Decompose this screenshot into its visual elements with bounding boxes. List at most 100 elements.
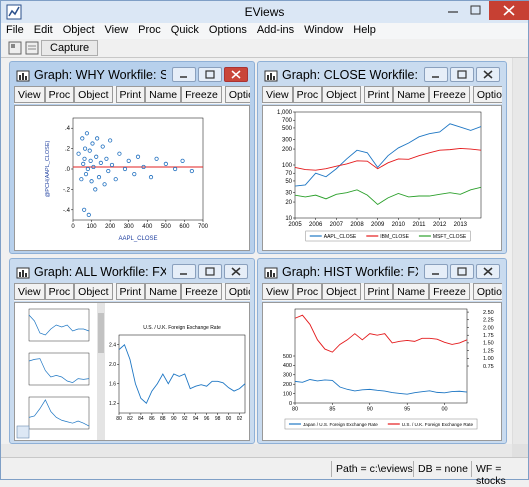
toolbar-button[interactable]: Object <box>322 86 361 103</box>
toolbar-button[interactable]: Object <box>74 86 113 103</box>
status-bar: Path = c:\eviews DB = none WF = stocks <box>1 457 528 487</box>
toolbar-button[interactable]: Proc <box>292 283 323 300</box>
button-glyph <box>483 70 493 79</box>
graph: 0 100 200 300 400 500 600 700 .4 .2 .0 -.2 -.4 AAPL_C… <box>45 117 209 242</box>
toolbar-button[interactable]: Print <box>115 86 146 103</box>
toolbar-button[interactable]: Proc <box>44 283 75 300</box>
graph-window: Graph: WHY Workfile: ST... ViewProcObject… <box>9 61 255 254</box>
toolbar-button[interactable]: Options <box>472 86 502 103</box>
menu-item[interactable]: Quick <box>170 24 199 36</box>
scatter-point <box>93 187 98 192</box>
legend: AAPL_CLOSE IBM_CLOSE MSFT_CLOSE <box>305 230 471 242</box>
scatter-point <box>83 172 89 177</box>
status-field: DB = none <box>413 461 472 477</box>
toolbar-button[interactable]: Freeze <box>429 283 470 300</box>
toolbar-button[interactable]: Name <box>393 283 430 300</box>
window-title: Graph: CLOSE Workfile: S... <box>282 68 418 82</box>
y-tick-label: 200 <box>282 147 293 153</box>
toolbar-button[interactable]: Object <box>322 283 361 300</box>
scatter-point <box>79 177 84 182</box>
close-button[interactable] <box>476 67 500 82</box>
scatter-point <box>109 162 115 168</box>
series-line <box>294 379 468 395</box>
minimize-button[interactable] <box>424 264 448 279</box>
y-tick-label: .2 <box>65 147 71 153</box>
x-tick-label: 96 <box>204 416 210 422</box>
graph-area: 2005 2006 2007 2008 2009 2010 2011 2012 2013 10 20… <box>262 105 502 251</box>
menu-item[interactable]: Add-ins <box>256 24 295 36</box>
x-tick-label: 700 <box>198 224 209 230</box>
scatter-point <box>180 158 185 163</box>
scatter-point <box>113 177 118 182</box>
toolbar-button[interactable]: View <box>262 86 293 103</box>
close-button[interactable] <box>476 264 500 279</box>
toolbar-button[interactable]: Options <box>224 283 250 300</box>
y-tick-label: 20 <box>285 200 292 206</box>
toolbar-button[interactable]: Options <box>472 283 502 300</box>
legend-frame <box>305 230 471 242</box>
vertical-scrollbar[interactable] <box>512 58 528 444</box>
menu-item[interactable]: Edit <box>33 24 53 36</box>
window-controls[interactable] <box>439 1 529 21</box>
toolbar-button[interactable]: Name <box>393 86 430 103</box>
toolbar-button[interactable]: Object <box>74 283 113 300</box>
button-glyph <box>180 273 187 275</box>
toolbar-button[interactable]: Freeze <box>181 283 222 300</box>
close-button[interactable] <box>224 264 248 279</box>
close-button[interactable] <box>224 67 248 82</box>
x-tick-label: 85 <box>329 407 335 413</box>
toolbar-button[interactable]: Freeze <box>429 86 470 103</box>
plot-frame <box>118 334 246 414</box>
menu-item[interactable]: Proc <box>138 24 161 36</box>
minimize-button[interactable] <box>172 264 196 279</box>
x-tick-label: 300 <box>124 224 135 230</box>
menu-item[interactable]: View <box>104 24 129 36</box>
x-tick-label: 80 <box>116 416 122 422</box>
y-tick-label: 300 <box>282 138 293 144</box>
toolbar-button[interactable]: View <box>262 283 293 300</box>
legend-label: AAPL_CLOSE <box>324 234 357 240</box>
y-tick-label: 1,000 <box>277 110 293 116</box>
maximize-button[interactable] <box>450 264 474 279</box>
maximize-button[interactable] <box>450 67 474 82</box>
toolbar-button[interactable]: Freeze <box>181 86 222 103</box>
capture-button[interactable]: Capture <box>41 40 99 56</box>
graph-window: Graph: ALL Workfile: FX::...ViewProcObje… <box>9 258 255 444</box>
maximize-button[interactable] <box>198 264 222 279</box>
toolbar-button[interactable]: Name <box>145 283 182 300</box>
menu-item[interactable]: Options <box>208 24 247 36</box>
menu-item[interactable]: Object <box>62 24 95 36</box>
toolbar-button[interactable]: View <box>14 86 45 103</box>
y-tick-label: 1.2 <box>109 401 116 407</box>
toolbar-button[interactable]: View <box>14 283 45 300</box>
x-tick-label: 88 <box>160 416 166 422</box>
scatter-point <box>82 207 87 212</box>
toolbar-button[interactable]: Print <box>115 283 146 300</box>
window-toolbar: ViewProcObjectPrintNameFreezeOptionsUpda… <box>14 86 250 104</box>
button-glyph <box>205 267 215 276</box>
graph-area: 80 82 84 86 88 90 92 94 96 98 00 02 1.2 1.6 2.0 2.4 U.S.… <box>14 302 250 441</box>
toolbar-button[interactable]: Options <box>224 86 250 103</box>
toolbar-button[interactable]: Proc <box>44 86 75 103</box>
toolbar-button[interactable]: Proc <box>292 86 323 103</box>
horizontal-scrollbar[interactable] <box>1 444 512 457</box>
minimize-button[interactable] <box>172 67 196 82</box>
maximize-button[interactable] <box>198 67 222 82</box>
menu-bar: File Edit Object View Proc Quick Options Add-in… <box>1 23 528 39</box>
menu-item[interactable]: Window <box>304 24 344 36</box>
x-tick-label: 2012 <box>433 222 447 228</box>
menu-item[interactable]: File <box>6 24 24 36</box>
title-bar: EViews <box>1 1 529 23</box>
y-tick-label: 50 <box>285 179 292 185</box>
scatter-point <box>104 156 109 161</box>
toolbar-button[interactable]: Print <box>363 283 394 300</box>
menu-item[interactable]: Help <box>353 24 376 36</box>
x-tick-label: 86 <box>149 416 155 422</box>
x-tick-label: 2005 <box>288 222 302 228</box>
minimize-button[interactable] <box>424 67 448 82</box>
thumbnail-scrollbar <box>97 303 105 440</box>
toolbar-button[interactable]: Print <box>363 86 394 103</box>
toolbar-button[interactable]: Name <box>145 86 182 103</box>
toolbar-icons[interactable] <box>7 40 43 58</box>
